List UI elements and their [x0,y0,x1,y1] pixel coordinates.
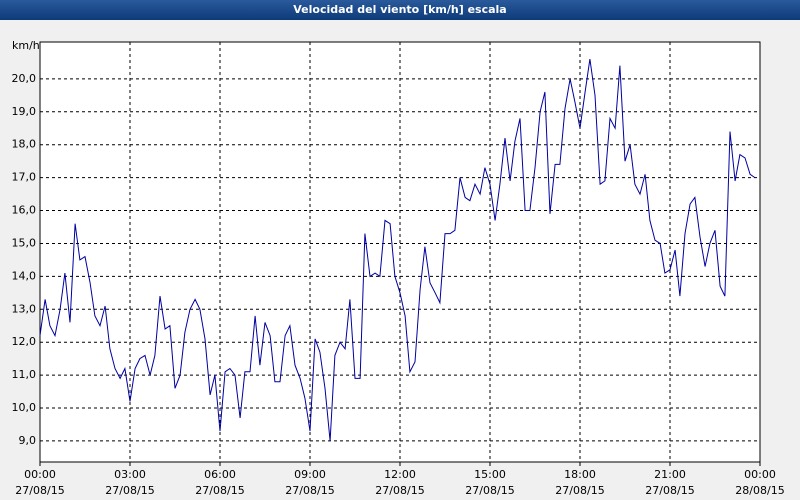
x-tick-label: 00:00 [24,468,56,481]
x-tick-label: 21:00 [654,468,686,481]
x-tick-label: 06:00 [204,468,236,481]
y-tick-label: 20,0 [12,72,37,85]
y-tick-label: 9,0 [19,434,37,447]
x-tick-label: 00:00 [744,468,776,481]
x-tick-date: 27/08/15 [15,484,64,497]
y-tick-label: 19,0 [12,105,37,118]
title-bar [0,0,800,20]
x-tick-date: 28/08/15 [735,484,784,497]
y-tick-label: 15,0 [12,236,37,249]
x-tick-date: 27/08/15 [465,484,514,497]
line-series [39,59,756,441]
y-tick-label: 14,0 [12,269,37,282]
y-tick-label: 11,0 [12,368,37,381]
y-tick-label: 17,0 [12,171,37,184]
x-tick-label: 18:00 [564,468,596,481]
x-tick-date: 27/08/15 [285,484,334,497]
x-tick-date: 27/08/15 [375,484,424,497]
x-tick-date: 27/08/15 [195,484,244,497]
x-tick-label: 15:00 [474,468,506,481]
y-axis-label: km/h [12,39,40,52]
y-tick-label: 13,0 [12,302,37,315]
y-tick-label: 12,0 [12,335,37,348]
x-tick-date: 27/08/15 [555,484,604,497]
x-tick-date: 27/08/15 [645,484,694,497]
x-tick-date: 27/08/15 [105,484,154,497]
chart-title: Velocidad del viento [km/h] escala [293,3,506,16]
x-tick-label: 03:00 [114,468,146,481]
y-tick-label: 18,0 [12,138,37,151]
y-tick-label: 10,0 [12,401,37,414]
x-tick-label: 09:00 [294,468,326,481]
y-tick-label: 16,0 [12,204,37,217]
x-tick-label: 12:00 [384,468,416,481]
